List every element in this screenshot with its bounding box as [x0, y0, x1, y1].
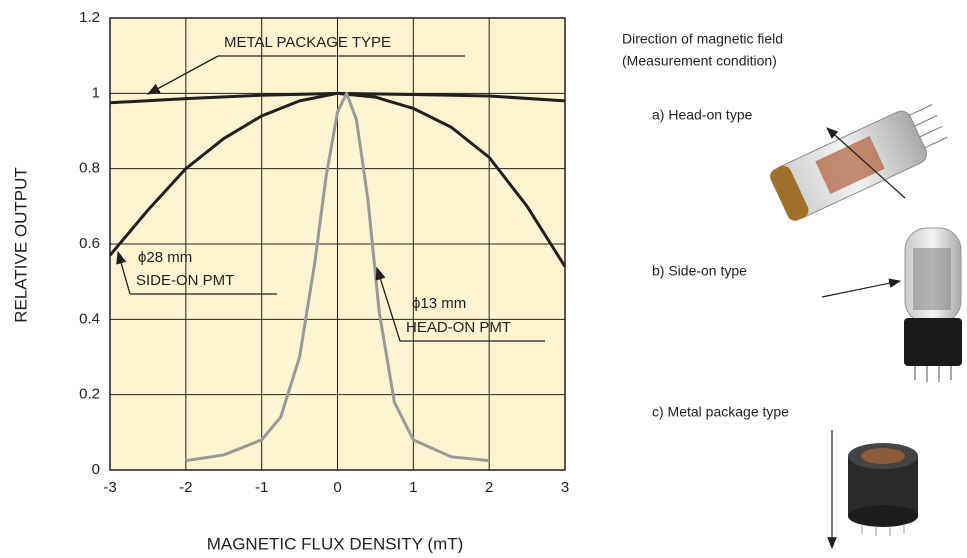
- line: [185, 91, 490, 463]
- line: [108, 91, 567, 268]
- y-tick-label: 0.8: [79, 160, 100, 177]
- side-on-tube: [904, 227, 962, 382]
- x-tick-label: 3: [561, 479, 569, 496]
- annotation: METAL PACKAGE TYPE: [224, 34, 391, 51]
- plot-frame: [109, 17, 566, 471]
- annotation: SIDE-ON PMT: [136, 272, 234, 289]
- x-tick-label: 2: [485, 479, 493, 496]
- panel-item: b) Side-on type: [652, 263, 747, 279]
- x-tick-label: -1: [255, 479, 268, 496]
- panel-heading: (Measurement condition): [622, 53, 777, 69]
- y-tick-label: 0.6: [79, 235, 100, 252]
- field-arrow: [826, 127, 906, 199]
- y-tick-label: 0: [92, 461, 100, 478]
- y-tick-label: 0.4: [79, 310, 100, 327]
- x-tick-label: -2: [179, 479, 192, 496]
- x-tick-label: -3: [103, 479, 116, 496]
- y-tick-label: 1: [92, 84, 100, 101]
- x-tick-label: 0: [333, 479, 341, 496]
- field-arrow: [821, 278, 902, 298]
- panel-item: a) Head-on type: [652, 107, 753, 123]
- y-tick-label: 1.2: [79, 9, 100, 26]
- metal-package: [848, 443, 918, 536]
- y-axis-title: RELATIVE OUTPUT: [11, 167, 30, 323]
- panel-item: c) Metal package type: [652, 404, 789, 420]
- annotations: [116, 55, 545, 342]
- annotation: ϕ28 mm: [138, 249, 192, 266]
- lines: [108, 91, 567, 463]
- y-tick-label: 0.2: [79, 386, 100, 403]
- x-axis-title: MAGNETIC FLUX DENSITY (mT): [207, 534, 464, 553]
- x-tick-label: 1: [409, 479, 417, 496]
- annotation: ϕ13 mm: [412, 295, 466, 312]
- annotation: HEAD-ON PMT: [406, 319, 511, 336]
- panel-heading: Direction of magnetic field: [622, 31, 783, 47]
- head-on-tube: [770, 104, 948, 221]
